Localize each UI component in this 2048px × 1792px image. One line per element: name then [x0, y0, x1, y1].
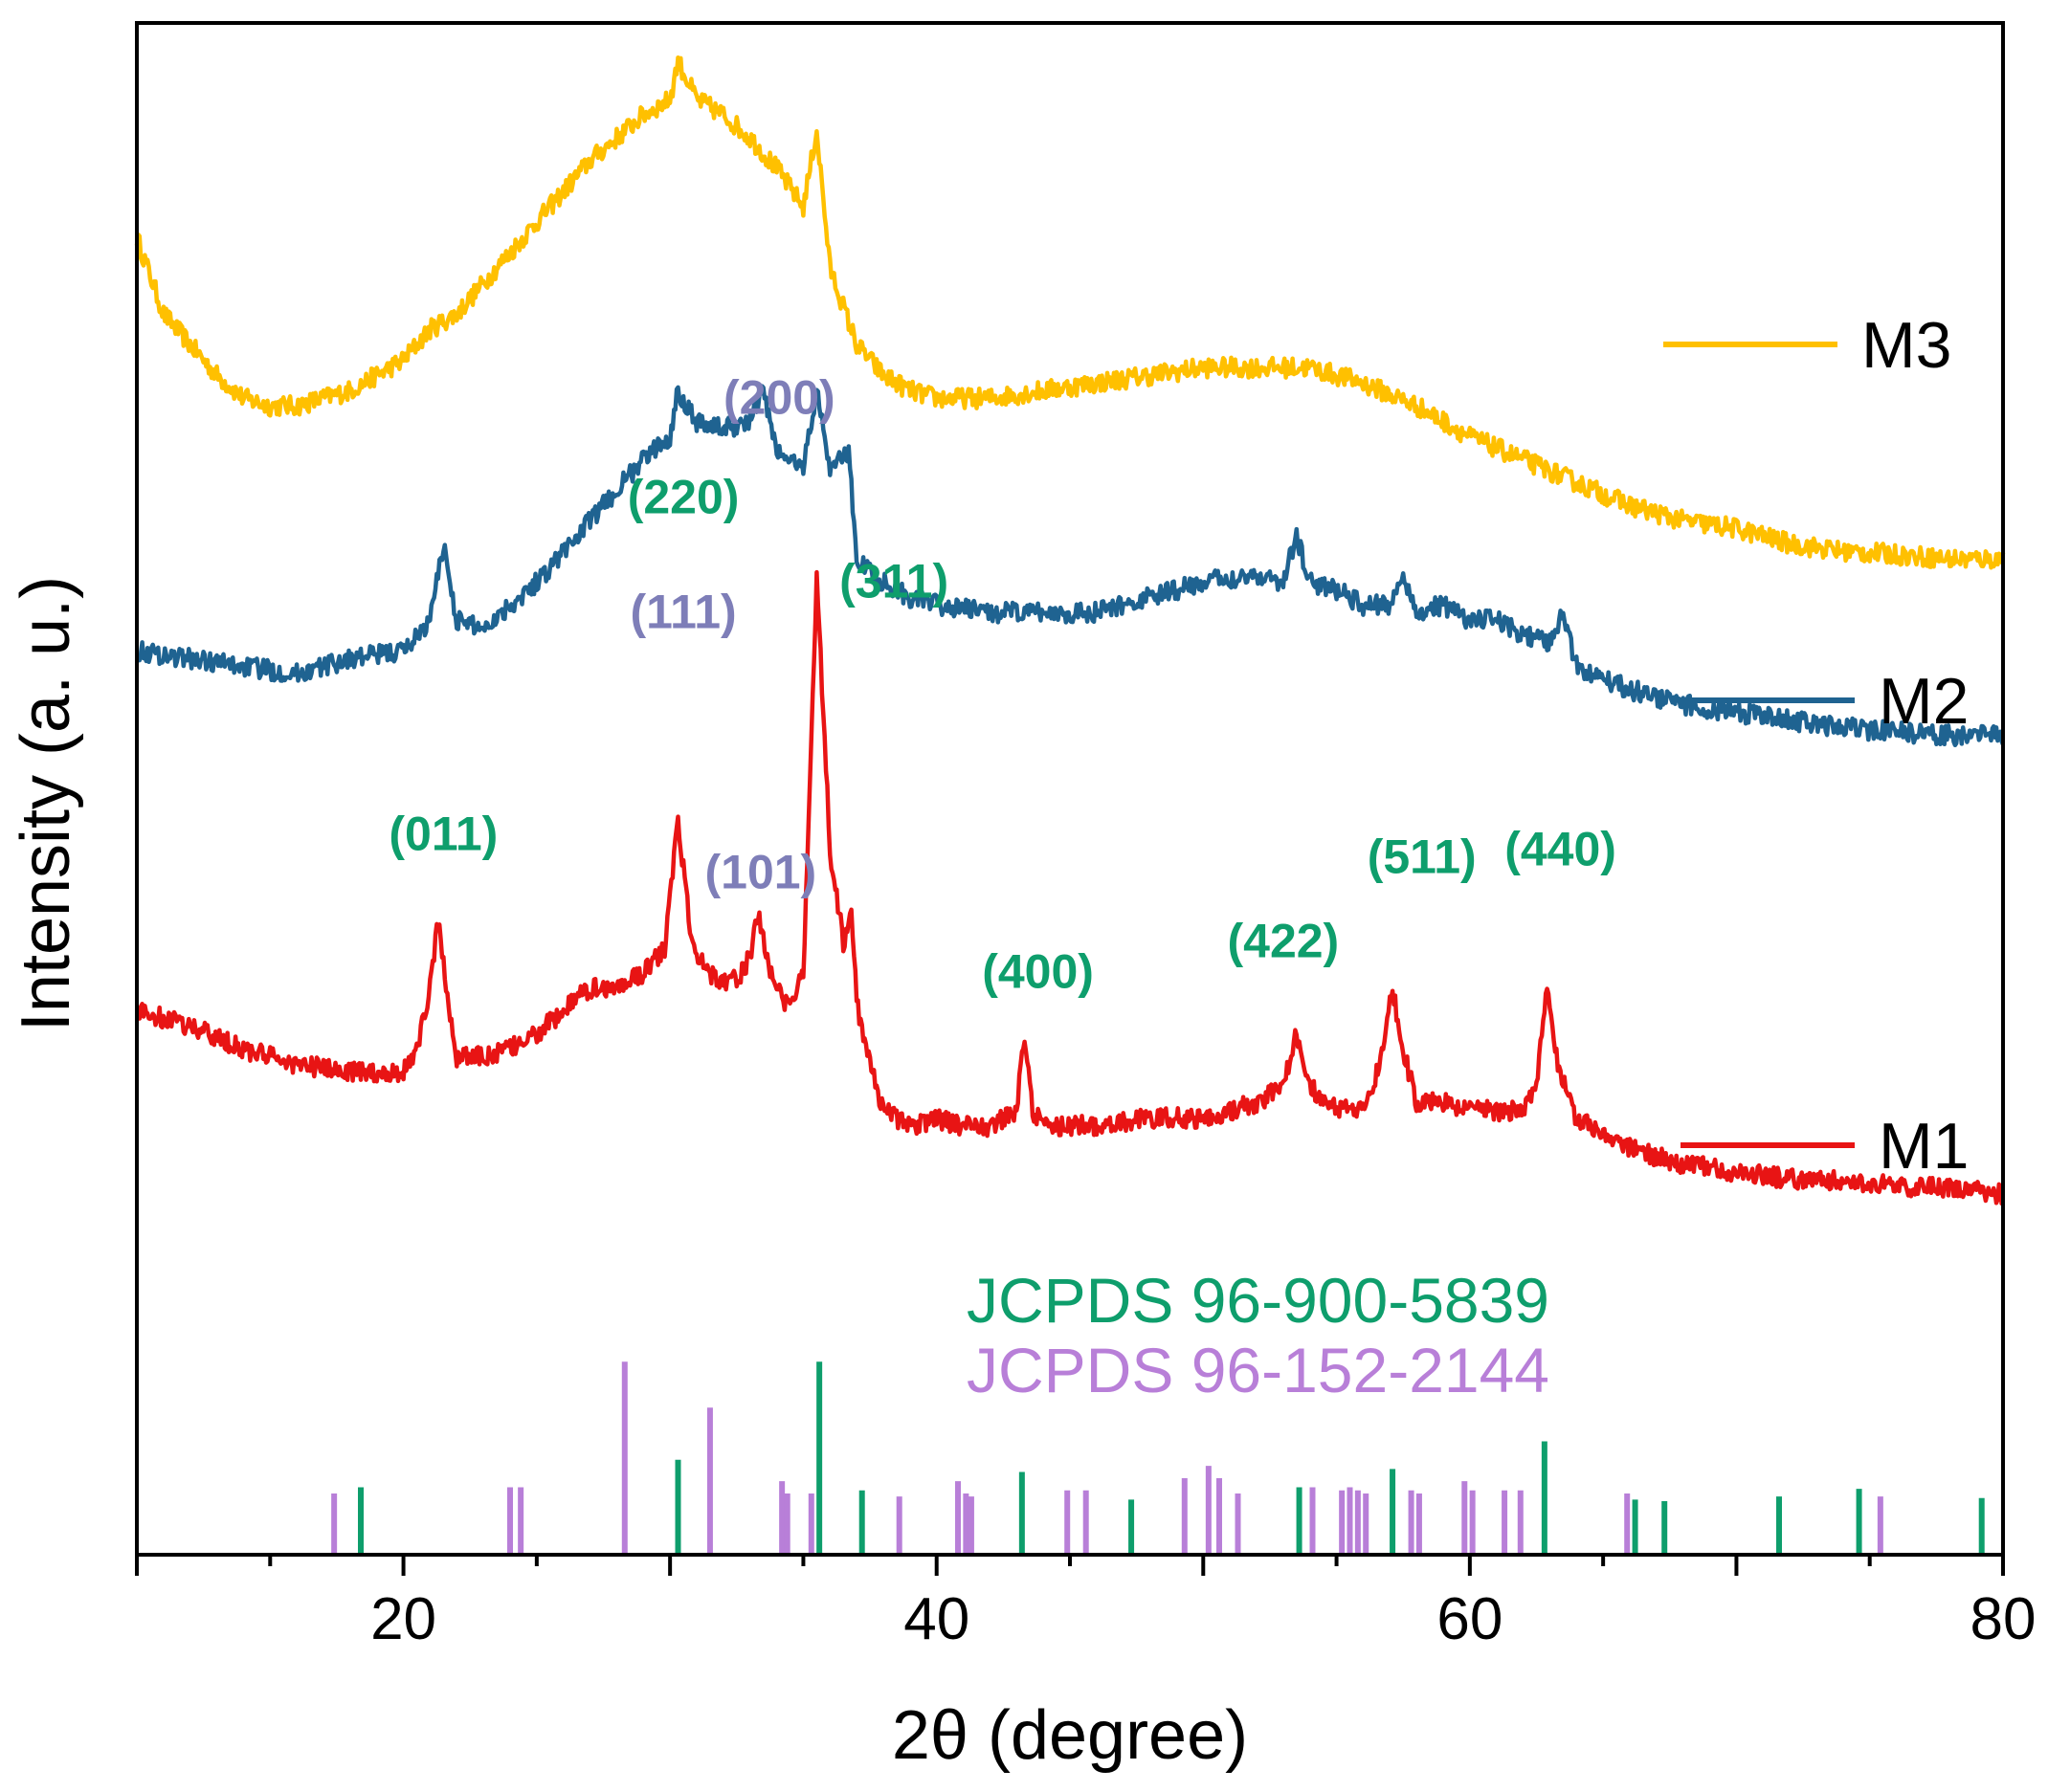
- x-axis-title: 2θ (degree): [892, 1697, 1248, 1774]
- annotation-111: (111): [630, 585, 736, 638]
- legend-label-m1: M1: [1879, 1110, 1969, 1183]
- x-tick-label-40: 40: [903, 1586, 969, 1652]
- ref-label-jcpds-96-152-2144: JCPDS 96-152-2144: [967, 1335, 1549, 1405]
- annotation-101: (101): [704, 846, 816, 899]
- annotation-200: (200): [723, 370, 835, 424]
- legend: M3 M2 M1: [1663, 309, 1969, 1183]
- series-line-m3: [134, 55, 2006, 570]
- annotation-511: (511): [1368, 830, 1477, 884]
- ref-label-jcpds-96-900-5839: JCPDS 96-900-5839: [967, 1265, 1549, 1336]
- legend-label-m3: M3: [1861, 309, 1951, 382]
- annotation-440: (440): [1504, 823, 1616, 876]
- annotation-220: (220): [628, 470, 740, 523]
- x-tick-label-60: 60: [1436, 1586, 1503, 1652]
- reference-patterns: [331, 1361, 1985, 1555]
- x-axis-ticks: 20 40 60 80: [135, 1555, 2037, 1652]
- series-line-m1: [135, 569, 2006, 1206]
- annotation-011: (011): [389, 808, 498, 861]
- legend-label-m2: M2: [1879, 665, 1969, 738]
- peak-annotations: (011) (220) (111) (200) (101) (311) (400) (422)…: [389, 370, 1616, 998]
- data-series: [134, 55, 2006, 1206]
- x-tick-label-20: 20: [370, 1586, 436, 1652]
- annotation-311: (311): [839, 554, 948, 608]
- annotation-422: (422): [1227, 915, 1339, 968]
- x-tick-label-80: 80: [1970, 1586, 2037, 1652]
- series-line-m2: [135, 384, 2006, 748]
- y-axis-title: Intensity (a. u.): [8, 576, 84, 1031]
- annotation-400: (400): [982, 945, 1094, 999]
